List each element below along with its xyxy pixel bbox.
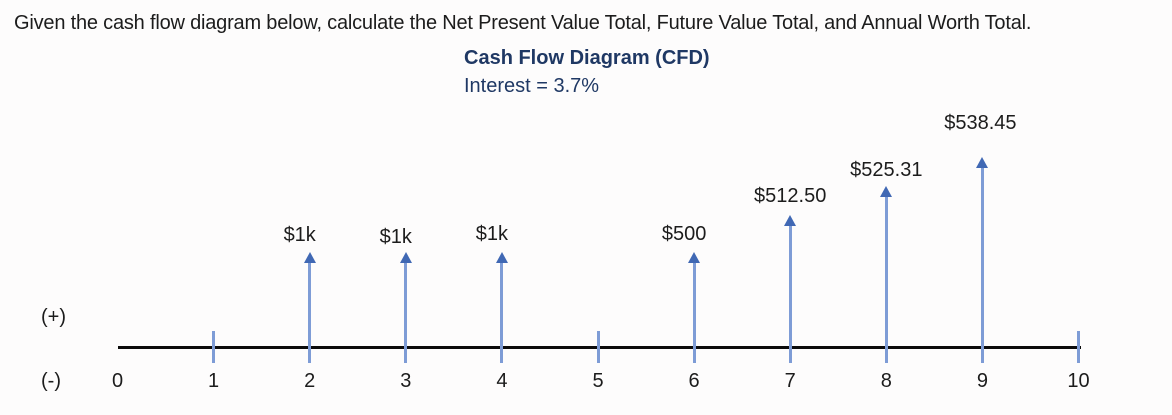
period-label: 0 [111, 370, 124, 392]
period-label: 9 [976, 370, 988, 392]
cashflow-amount-label: $538.45 [944, 112, 1017, 134]
cashflow-amount-label: $1k [283, 224, 316, 246]
interest-rate-label: Interest = 3.7% [464, 75, 600, 97]
negative-axis-label: (-) [41, 370, 61, 392]
period-label: 4 [496, 370, 508, 392]
arrow-up-icon [399, 252, 412, 263]
cashflow-amount-label: $500 [661, 223, 707, 245]
cashflow-arrow-stem [500, 261, 504, 363]
period-label: 6 [688, 370, 700, 392]
cashflow-arrow-stem [884, 195, 888, 363]
axis-tick [212, 331, 216, 363]
cashflow-amount-label: $512.50 [754, 185, 827, 207]
arrow-up-icon [688, 252, 701, 263]
problem-statement: Given the cash flow diagram below, calcu… [14, 12, 1032, 34]
cashflow-amount-label: $1k [379, 226, 412, 248]
arrow-up-icon [784, 215, 797, 226]
cashflow-arrow-stem [788, 224, 792, 363]
period-label: 7 [784, 370, 796, 392]
diagram-title: Cash Flow Diagram (CFD) [464, 47, 710, 69]
period-label: 8 [880, 370, 892, 392]
arrow-up-icon [303, 252, 316, 263]
arrow-up-icon [880, 186, 893, 197]
cashflow-amount-label: $1k [475, 223, 509, 245]
period-label: 10 [1067, 370, 1090, 392]
cashflow-arrow-stem [692, 261, 696, 363]
arrow-up-icon [976, 157, 989, 168]
axis-tick [1077, 331, 1080, 363]
period-label: 5 [592, 370, 604, 392]
cashflow-amount-label: $525.31 [850, 159, 923, 181]
cashflow-arrow-stem [980, 166, 984, 363]
period-label: 1 [208, 370, 220, 392]
positive-axis-label: (+) [41, 306, 66, 328]
period-label: 2 [304, 370, 316, 392]
cashflow-arrow-stem [404, 261, 408, 363]
period-label: 3 [400, 370, 412, 392]
axis-tick [596, 331, 600, 363]
arrow-up-icon [495, 252, 508, 263]
cashflow-arrow-stem [308, 261, 312, 363]
